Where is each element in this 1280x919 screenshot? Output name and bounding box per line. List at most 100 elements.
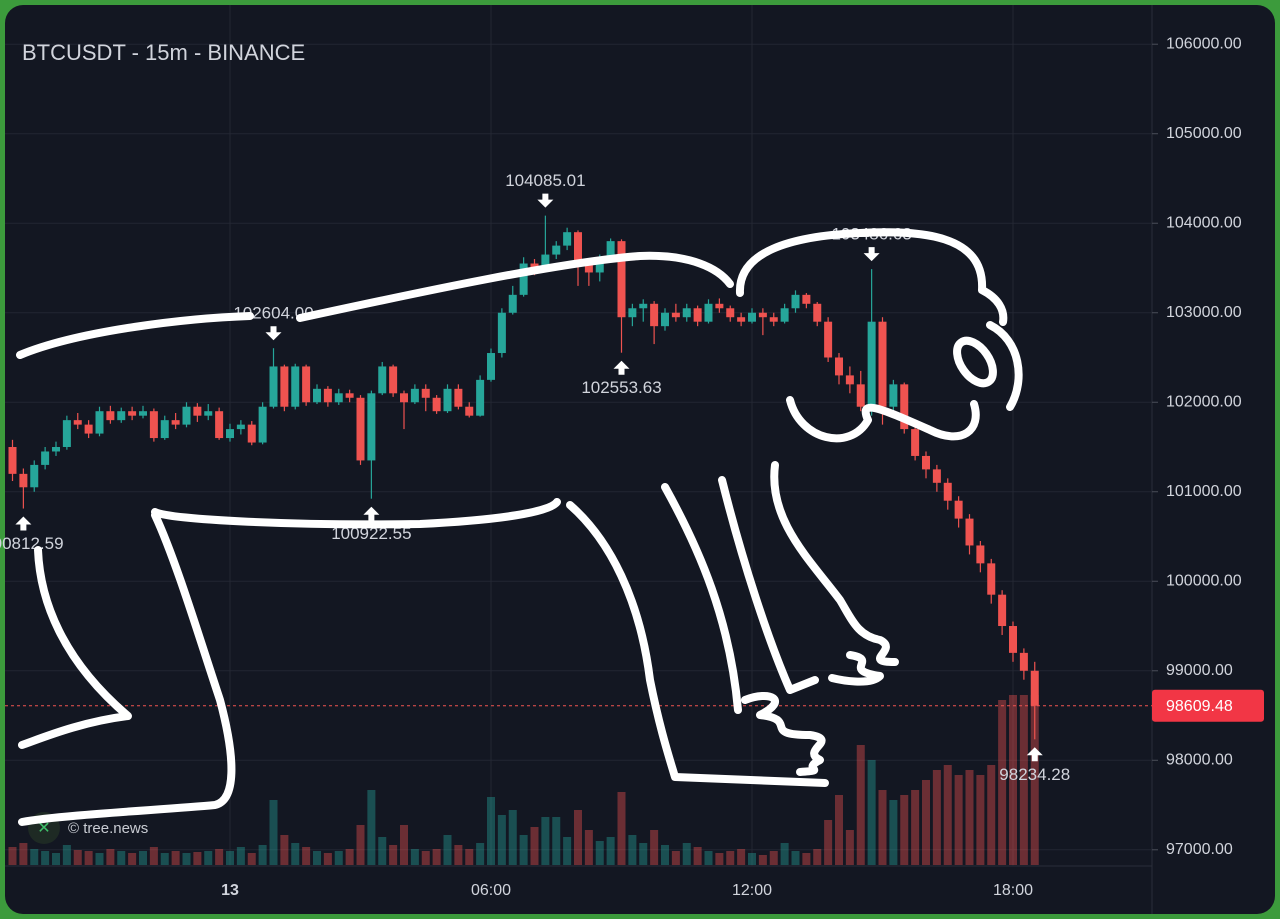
candle-body <box>671 312 680 318</box>
candle-body <box>856 384 865 407</box>
arrow-up <box>15 516 32 531</box>
candle-body <box>998 594 1007 627</box>
candle-body <box>258 406 267 443</box>
volume-bar <box>889 800 898 865</box>
volume-bar <box>84 851 93 865</box>
watermark-text: © tree.news <box>68 820 148 837</box>
candles <box>8 215 1039 740</box>
candle-body <box>215 411 224 439</box>
volume-bar <box>987 765 996 865</box>
volume-bar <box>378 837 387 865</box>
volume-bar <box>922 780 930 865</box>
volume-bar <box>726 851 735 865</box>
volume-bar <box>443 835 452 865</box>
axes: 97000.00 98000.00 99000.00 100000.00 101000.… <box>221 35 1264 899</box>
volume-bar <box>128 853 137 865</box>
candle-body <box>226 429 234 439</box>
x-tick-label: 18:00 <box>993 882 1033 899</box>
candle-body <box>476 379 485 416</box>
volume-bar <box>835 795 843 865</box>
candle-body <box>911 429 920 456</box>
volume-bar <box>563 837 572 865</box>
arrow-down <box>863 247 880 262</box>
volume-bar <box>19 843 28 865</box>
candle-body <box>726 308 735 318</box>
candle-body <box>84 424 93 434</box>
candle-body <box>291 366 300 407</box>
chart-title: BTCUSDT - 15m - BINANCE <box>22 40 305 65</box>
volume-bar <box>617 792 626 865</box>
volume-bar <box>193 852 202 865</box>
candle-body <box>149 411 158 439</box>
volume-bar <box>508 810 517 865</box>
volume-bar <box>1009 695 1017 865</box>
candle-body <box>193 406 202 416</box>
y-tick-label: 98000.00 <box>1166 751 1233 768</box>
volume-bar <box>802 853 811 865</box>
volume <box>8 695 1039 865</box>
candle-body <box>661 312 669 327</box>
volume-bar <box>62 845 71 865</box>
volume-bar <box>465 849 474 865</box>
volume-bar <box>900 795 909 865</box>
volume-bar <box>356 825 365 865</box>
candle-body <box>639 303 648 309</box>
annotation-label: 102553.63 <box>581 378 661 397</box>
candle-body <box>867 321 876 407</box>
volume-bar <box>476 843 485 865</box>
y-tick-label: 101000.00 <box>1166 483 1242 500</box>
volume-bar <box>824 820 833 865</box>
arrow-up <box>1026 747 1043 762</box>
volume-bar <box>302 847 311 865</box>
candle-body <box>454 388 463 407</box>
volume-bar <box>628 835 637 865</box>
candle-body <box>356 397 365 461</box>
volume-bar <box>867 760 876 865</box>
volume-bar <box>1019 695 1028 865</box>
candle-body <box>313 388 321 403</box>
y-tick-label: 100000.00 <box>1166 572 1242 589</box>
volume-bar <box>650 830 659 865</box>
volume-bar <box>497 815 506 865</box>
volume-bar <box>748 853 756 865</box>
volume-bar <box>954 775 963 865</box>
chart-background <box>5 5 1275 914</box>
candle-body <box>367 393 376 461</box>
volume-bar <box>780 843 789 865</box>
y-tick-label: 105000.00 <box>1166 125 1242 142</box>
candle-body <box>443 388 452 412</box>
y-tick-label: 106000.00 <box>1166 35 1242 52</box>
volume-bar <box>171 851 180 865</box>
volume-bar <box>52 853 60 865</box>
volume-bar <box>400 825 408 865</box>
candle-body <box>976 545 985 564</box>
candle-body <box>889 384 898 407</box>
volume-bar <box>182 853 191 865</box>
volume-bar <box>334 851 343 865</box>
candle-body <box>95 411 104 434</box>
candle-body <box>519 263 528 295</box>
candle-body <box>497 312 506 354</box>
volume-bar <box>454 845 463 865</box>
candle-body <box>737 317 746 322</box>
candle-body <box>73 420 82 425</box>
candle-body <box>1030 670 1039 706</box>
volume-bar <box>574 810 582 865</box>
candle-body <box>465 406 474 416</box>
candle-body <box>987 563 996 595</box>
candle-body <box>791 294 800 309</box>
candle-body <box>682 308 691 318</box>
candle-body <box>389 366 398 394</box>
volume-bar <box>737 849 746 865</box>
annotation-label: 98234.28 <box>999 765 1070 784</box>
volume-bar <box>30 849 39 865</box>
volume-bar <box>845 830 854 865</box>
candle-body <box>171 420 180 425</box>
annotation-label: 100812.59 <box>0 534 64 553</box>
y-tick-label: 104000.00 <box>1166 214 1242 231</box>
volume-bar <box>291 843 300 865</box>
candle-body <box>421 388 430 398</box>
candle-body <box>41 451 50 465</box>
candle-body <box>802 294 811 304</box>
volume-bar <box>313 851 321 865</box>
